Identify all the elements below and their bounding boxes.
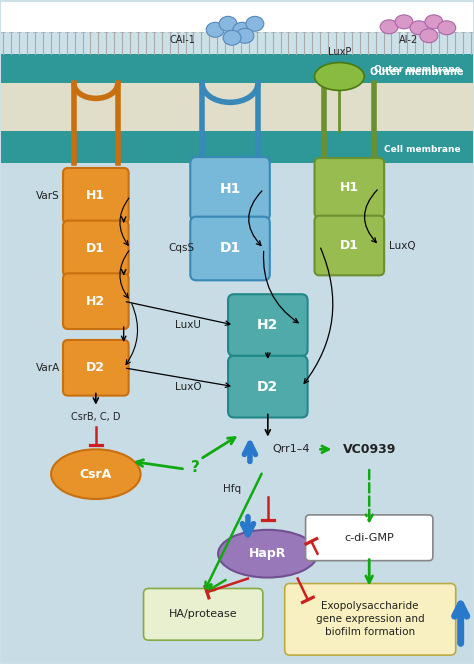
- Text: D1: D1: [340, 239, 359, 252]
- Text: H1: H1: [219, 182, 241, 196]
- FancyBboxPatch shape: [63, 340, 128, 396]
- Text: CAI-1: CAI-1: [169, 35, 195, 44]
- FancyBboxPatch shape: [228, 356, 308, 418]
- Text: AI-2: AI-2: [400, 35, 419, 44]
- Ellipse shape: [315, 62, 364, 90]
- Text: VarS: VarS: [36, 191, 60, 201]
- Ellipse shape: [218, 530, 318, 578]
- Text: biofilm formation: biofilm formation: [325, 627, 415, 637]
- Ellipse shape: [438, 21, 456, 35]
- FancyBboxPatch shape: [228, 294, 308, 356]
- Ellipse shape: [420, 29, 438, 42]
- Bar: [1, 131, 473, 163]
- FancyBboxPatch shape: [315, 216, 384, 276]
- Ellipse shape: [206, 23, 224, 37]
- Text: Exopolysaccharide: Exopolysaccharide: [321, 602, 419, 612]
- Bar: [1, 54, 473, 84]
- Text: D1: D1: [219, 242, 241, 256]
- Ellipse shape: [233, 23, 251, 37]
- FancyBboxPatch shape: [190, 157, 270, 220]
- Text: Cell membrane: Cell membrane: [384, 145, 461, 153]
- Text: H2: H2: [86, 295, 105, 307]
- Text: CqsS: CqsS: [168, 244, 194, 254]
- FancyBboxPatch shape: [315, 158, 384, 218]
- Ellipse shape: [380, 20, 398, 34]
- Text: LuxU: LuxU: [175, 320, 201, 330]
- Text: D2: D2: [257, 380, 278, 394]
- FancyBboxPatch shape: [190, 216, 270, 280]
- FancyBboxPatch shape: [63, 220, 128, 276]
- Text: gene expression and: gene expression and: [316, 614, 425, 624]
- Ellipse shape: [410, 21, 428, 35]
- FancyBboxPatch shape: [63, 168, 128, 224]
- Text: D1: D1: [86, 242, 105, 255]
- Bar: [1, 84, 473, 131]
- Bar: [1, 163, 473, 662]
- Text: D2: D2: [86, 361, 105, 374]
- Text: CsrB, C, D: CsrB, C, D: [71, 412, 120, 422]
- Text: ?: ?: [191, 459, 200, 475]
- FancyBboxPatch shape: [144, 588, 263, 640]
- Text: VarA: VarA: [36, 363, 60, 373]
- Text: H2: H2: [257, 318, 279, 332]
- FancyBboxPatch shape: [285, 584, 456, 655]
- FancyBboxPatch shape: [63, 274, 128, 329]
- Text: H1: H1: [340, 181, 359, 195]
- Text: LuxP: LuxP: [328, 46, 351, 56]
- Text: Qrr1–4: Qrr1–4: [273, 444, 310, 454]
- Text: c-di-GMP: c-di-GMP: [344, 533, 394, 542]
- Ellipse shape: [219, 17, 237, 31]
- Ellipse shape: [425, 15, 443, 29]
- Ellipse shape: [51, 450, 141, 499]
- Bar: [1, 2, 473, 32]
- Text: HA/protease: HA/protease: [169, 610, 237, 620]
- FancyBboxPatch shape: [306, 515, 433, 560]
- Ellipse shape: [236, 29, 254, 43]
- Text: HapR: HapR: [249, 547, 286, 560]
- Text: LuxO: LuxO: [175, 382, 202, 392]
- Text: CsrA: CsrA: [80, 467, 112, 481]
- Ellipse shape: [395, 15, 413, 29]
- Text: Outer membrane: Outer membrane: [370, 66, 464, 76]
- Text: Outer membrane: Outer membrane: [374, 65, 461, 74]
- Text: H1: H1: [86, 189, 105, 203]
- Text: Hfq: Hfq: [223, 484, 241, 494]
- Text: LuxQ: LuxQ: [389, 240, 416, 250]
- Ellipse shape: [223, 31, 241, 45]
- Ellipse shape: [246, 17, 264, 31]
- Text: VC0939: VC0939: [343, 443, 396, 456]
